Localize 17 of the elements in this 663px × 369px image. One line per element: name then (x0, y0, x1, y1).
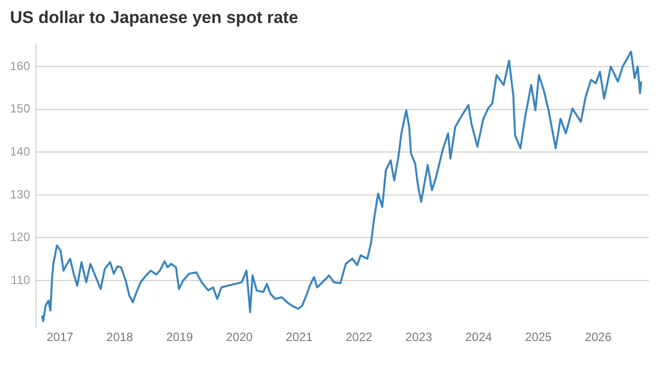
x-tick-label: 2025 (525, 330, 552, 344)
y-tick-label: 150 (10, 102, 30, 116)
x-tick-label: 2022 (346, 330, 373, 344)
x-tick-label: 2023 (405, 330, 432, 344)
x-tick-label: 2020 (226, 330, 254, 344)
x-tick-label: 2021 (286, 330, 313, 344)
x-tick-label: 2019 (166, 330, 194, 344)
y-tick-label: 110 (10, 272, 30, 287)
y-tick-label: 120 (10, 230, 30, 244)
y-tick-label: 140 (10, 144, 30, 158)
x-tick-label: 2026 (584, 330, 612, 344)
y-tick-label: 160 (10, 58, 30, 73)
y-tick-label: 130 (10, 187, 30, 202)
chart-title: US dollar to Japanese yen spot rate (9, 7, 300, 29)
x-tick-label: 2018 (106, 330, 134, 344)
x-tick-label: 2017 (46, 330, 74, 344)
x-tick-label: 2024 (465, 330, 492, 344)
